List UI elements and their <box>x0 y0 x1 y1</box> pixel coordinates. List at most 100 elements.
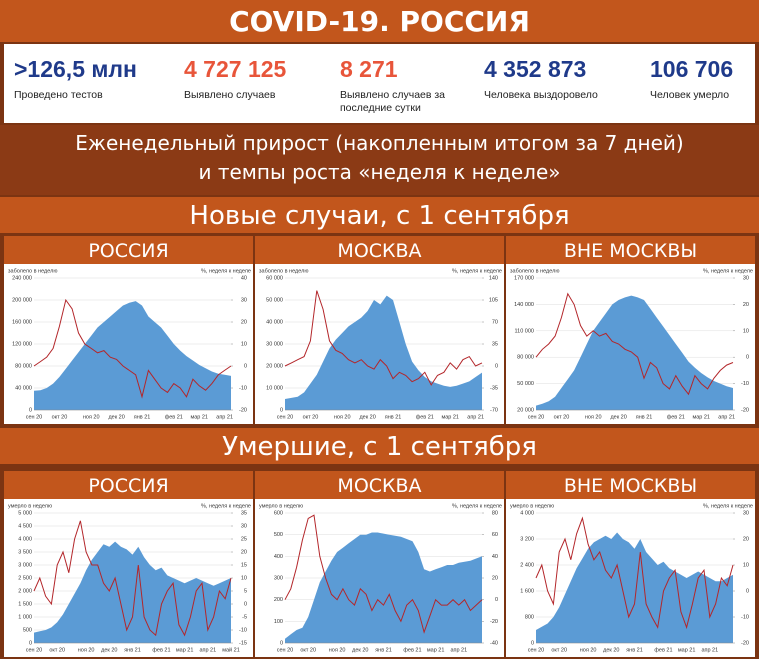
x-tick-label: янв 21 <box>124 647 141 653</box>
x-tick-label: май 21 <box>222 646 240 653</box>
chart-panel: РОССИЯ заболело в неделю %, неделя к недел… <box>4 236 253 424</box>
chart: заболело в неделю %, неделя к неделе 0 40 0… <box>8 268 251 420</box>
area <box>536 295 733 410</box>
chart: умерло в неделю %, неделя к неделе 0 800 1 6… <box>510 503 753 653</box>
x-tick-label: апр 21 <box>718 414 735 420</box>
chart-panel: РОССИЯ умерло в неделю %, неделя к неделе 0… <box>4 471 253 657</box>
chart-panel: МОСКВА умерло в неделю %, неделя к неделе 0… <box>255 471 504 657</box>
y2-tick-label: 0 <box>244 601 247 607</box>
x-tick-label: ноя 20 <box>580 647 597 653</box>
y-tick-label: 40 000 <box>266 319 283 325</box>
y2-axis-label: %, неделя к неделе <box>452 268 502 274</box>
area <box>34 301 231 410</box>
x-tick-label: апр 21 <box>701 647 718 653</box>
x-tick-label: ноя 20 <box>83 414 100 420</box>
stat-value: 106 706 <box>650 56 734 82</box>
chart: умерло в неделю %, неделя к неделе 0 500 1 0… <box>8 503 251 653</box>
chart-title: РОССИЯ <box>4 471 253 499</box>
y2-tick-label: -40 <box>490 640 498 646</box>
x-tick-label: ноя 20 <box>329 647 346 653</box>
banner: Еженедельный прирост (накопленным итогом… <box>0 125 759 195</box>
banner-line: Еженедельный прирост (накопленным итогом… <box>75 131 684 155</box>
y2-tick-label: -20 <box>741 640 749 646</box>
y-tick-label: 30 000 <box>266 341 283 347</box>
y2-tick-label: 10 <box>241 341 247 347</box>
y2-tick-label: 40 <box>241 275 247 281</box>
area <box>536 532 733 643</box>
stats: >126,5 млн Проведено тестов 4 727 125 Выявл… <box>4 44 755 123</box>
x-tick-label: янв 21 <box>636 414 653 420</box>
x-tick-label: дек 20 <box>108 414 124 420</box>
chart-title: ВНЕ МОСКВЫ <box>506 236 755 264</box>
y-tick-label: 200 <box>274 597 283 603</box>
area <box>285 295 482 410</box>
chart-title: МОСКВА <box>255 236 504 264</box>
y2-tick-label: 20 <box>743 302 749 308</box>
y-tick-label: 200 000 <box>12 297 32 303</box>
line <box>535 516 734 630</box>
stat: 4 352 873 Человека выздоровело <box>484 44 624 102</box>
stat-label: Выявлено случаев <box>184 89 276 101</box>
y2-tick-label: -10 <box>741 381 749 387</box>
y-tick-label: 500 <box>23 627 32 633</box>
area <box>285 532 482 643</box>
y2-tick-label: 30 <box>743 510 749 516</box>
stat: >126,5 млн Проведено тестов <box>14 44 154 102</box>
y2-tick-label: -20 <box>741 407 749 413</box>
y-tick-label: 10 000 <box>266 385 283 391</box>
line <box>33 520 232 637</box>
y2-tick-label: 35 <box>492 341 498 347</box>
y-tick-label: 50 000 <box>266 297 283 303</box>
x-tick-label: сен 20 <box>26 414 43 420</box>
y-tick-label: 80 000 <box>15 363 32 369</box>
y-tick-label: 0 <box>29 640 32 646</box>
y-tick-label: 50 000 <box>517 381 534 387</box>
y-tick-label: 5 000 <box>18 510 32 516</box>
x-tick-label: сен 20 <box>26 647 43 653</box>
y-tick-label: 1 000 <box>18 614 32 620</box>
x-tick-label: дек 20 <box>352 647 368 653</box>
stat-label: Проведено тестов <box>14 89 103 101</box>
stat: 106 706 Человек умерло <box>650 44 759 102</box>
y-tick-label: 0 <box>29 407 32 413</box>
y2-tick-label: 0 <box>495 363 498 369</box>
y-tick-label: 0 <box>280 640 283 646</box>
y-tick-label: 60 000 <box>266 275 283 281</box>
y-tick-label: 20 000 <box>266 363 283 369</box>
y2-tick-label: 20 <box>241 549 247 555</box>
y-tick-label: 110 000 <box>515 328 534 334</box>
y2-tick-label: -15 <box>239 640 247 646</box>
y2-tick-label: 25 <box>241 536 247 542</box>
y2-tick-label: 30 <box>241 297 247 303</box>
x-tick-label: ноя 20 <box>334 414 351 420</box>
y2-axis-label: %, неделя к неделе <box>201 503 251 509</box>
x-tick-label: дек 20 <box>603 647 619 653</box>
y2-axis-label: %, неделя к неделе <box>452 503 502 509</box>
y-tick-label: 160 000 <box>12 319 32 325</box>
x-tick-label: сен 20 <box>277 414 294 420</box>
y2-tick-label: -10 <box>741 614 749 620</box>
y-tick-label: 2 000 <box>18 588 32 594</box>
y-tick-label: 2 500 <box>18 575 32 581</box>
y-axis-label: заболело в неделю <box>259 268 308 274</box>
y2-tick-label: 40 <box>492 554 498 560</box>
area <box>34 541 231 643</box>
chart-title: ВНЕ МОСКВЫ <box>506 471 755 499</box>
x-tick-label: дек 20 <box>101 647 117 653</box>
y2-tick-label: 0 <box>746 588 749 594</box>
x-tick-label: мар 21 <box>176 647 194 653</box>
y-tick-label: 400 <box>274 554 283 560</box>
y-tick-label: 100 <box>274 619 283 625</box>
y-tick-label: 120 000 <box>12 341 32 347</box>
x-tick-label: мар 21 <box>441 414 459 420</box>
x-tick-label: дек 20 <box>610 414 626 420</box>
chart-panel: ВНЕ МОСКВЫ умерло в неделю %, неделя к нед… <box>506 471 755 657</box>
y-tick-label: 170 000 <box>514 275 534 281</box>
y2-tick-label: 0 <box>746 355 749 361</box>
x-tick-label: дек 20 <box>359 414 375 420</box>
y-tick-label: 3 500 <box>18 549 32 555</box>
y2-tick-label: 15 <box>241 562 247 568</box>
chart: умерло в неделю%, неделя к неделе0100200… <box>259 503 502 653</box>
y2-tick-label: 5 <box>244 588 247 594</box>
